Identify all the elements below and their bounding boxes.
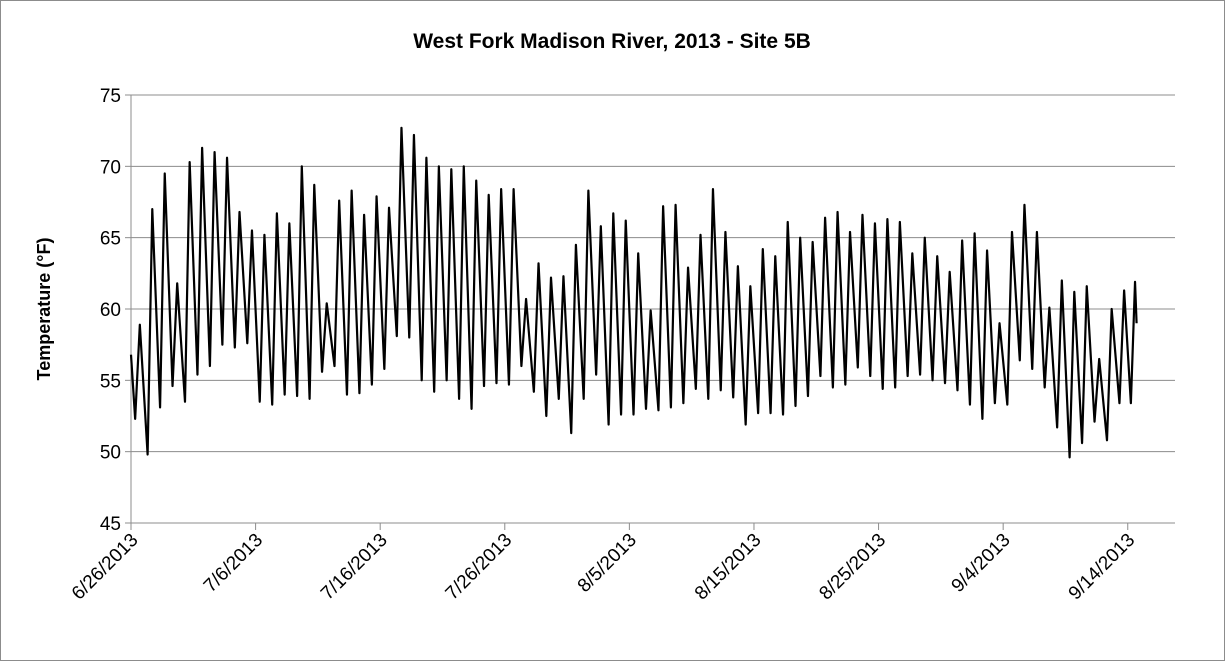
y-tick-label: 65	[100, 229, 121, 250]
y-tick-label: 50	[100, 443, 121, 464]
plot	[129, 126, 1138, 459]
y-tick-label: 60	[100, 300, 121, 321]
y-tick-label: 70	[100, 157, 121, 178]
chart-title: West Fork Madison River, 2013 - Site 5B	[413, 30, 811, 53]
temperature-line	[129, 126, 1138, 459]
y-tick-label: 45	[100, 514, 121, 535]
y-tick-label: 55	[100, 371, 121, 392]
y-axis-label: Temperature (°F)	[34, 238, 54, 381]
y-tick-label: 75	[100, 86, 121, 107]
